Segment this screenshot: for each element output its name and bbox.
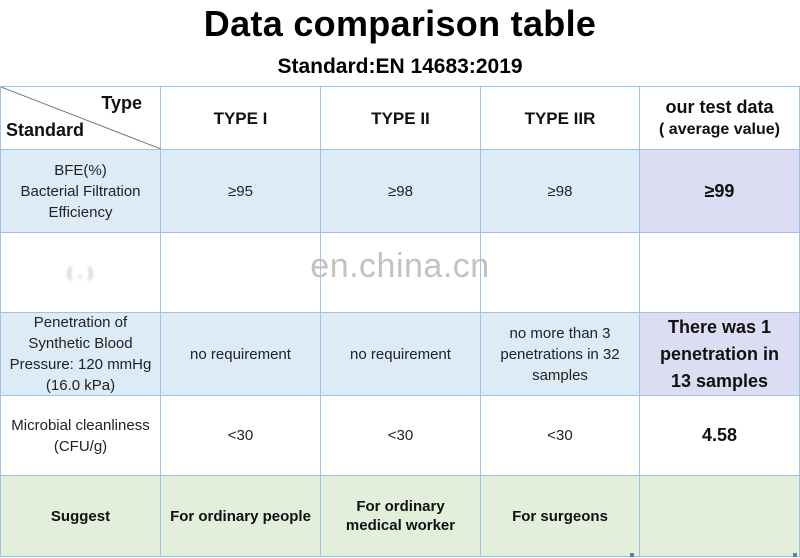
header-type-2: TYPE II [321,87,481,150]
row-label-bfe: BFE(%) Bacterial Filtration Efficiency [0,150,161,233]
header-our-test-data: our test data ( average value) [640,87,800,150]
suggest-type-2: For ordinary medical worker [321,476,481,557]
microbial-type-2: <30 [321,396,481,476]
microbial-type-2r: <30 [481,396,640,476]
row-label-obscured: ( , ) [0,233,161,313]
page-title: Data comparison table [203,3,597,44]
diagonal-divider [1,87,161,149]
header-corner-cell: Type Standard [0,87,161,150]
obscured-type-2 [321,233,481,313]
our-data-subtitle: ( average value) [659,121,780,138]
bfe-our-value: ≥99 [640,150,800,233]
bfe-type-2r: ≥98 [481,150,640,233]
obscured-label-text: ( , ) [67,264,94,280]
standard-axis-label: Standard [6,120,85,140]
suggest-our-value [640,476,800,557]
obscured-type-1 [161,233,321,313]
bfe-type-1: ≥95 [161,150,321,233]
blood-type-2: no requirement [321,313,481,396]
watermark-text: en.china.cn [310,247,490,285]
bfe-type-2: ≥98 [321,150,481,233]
microbial-our-value: 4.58 [640,396,800,476]
comparison-table: Type Standard TYPE I TYPE II TYPE IIR ou… [0,86,800,557]
blood-type-1: no requirement [161,313,321,396]
blood-type-2r: no more than 3 penetrations in 32 sample… [481,313,640,396]
row-label-suggest: Suggest [0,476,161,557]
cell-resize-marker [630,553,634,557]
row-label-microbial: Microbial cleanliness (CFU/g) [0,396,161,476]
cell-resize-marker [793,553,797,557]
header-type-1: TYPE I [161,87,321,150]
blood-our-value: There was 1 penetration in 13 samples [640,313,800,396]
row-label-synthetic-blood: Penetration of Synthetic Blood Pressure:… [0,313,161,396]
header-type-2r: TYPE IIR [481,87,640,150]
suggest-type-2r: For surgeons [481,476,640,557]
our-data-title: our test data [665,97,774,117]
type-axis-label: Type [101,93,142,113]
obscured-type-2r [481,233,640,313]
standard-subtitle: Standard:EN 14683:2019 [277,55,523,78]
microbial-type-1: <30 [161,396,321,476]
suggest-type-1: For ordinary people [161,476,321,557]
